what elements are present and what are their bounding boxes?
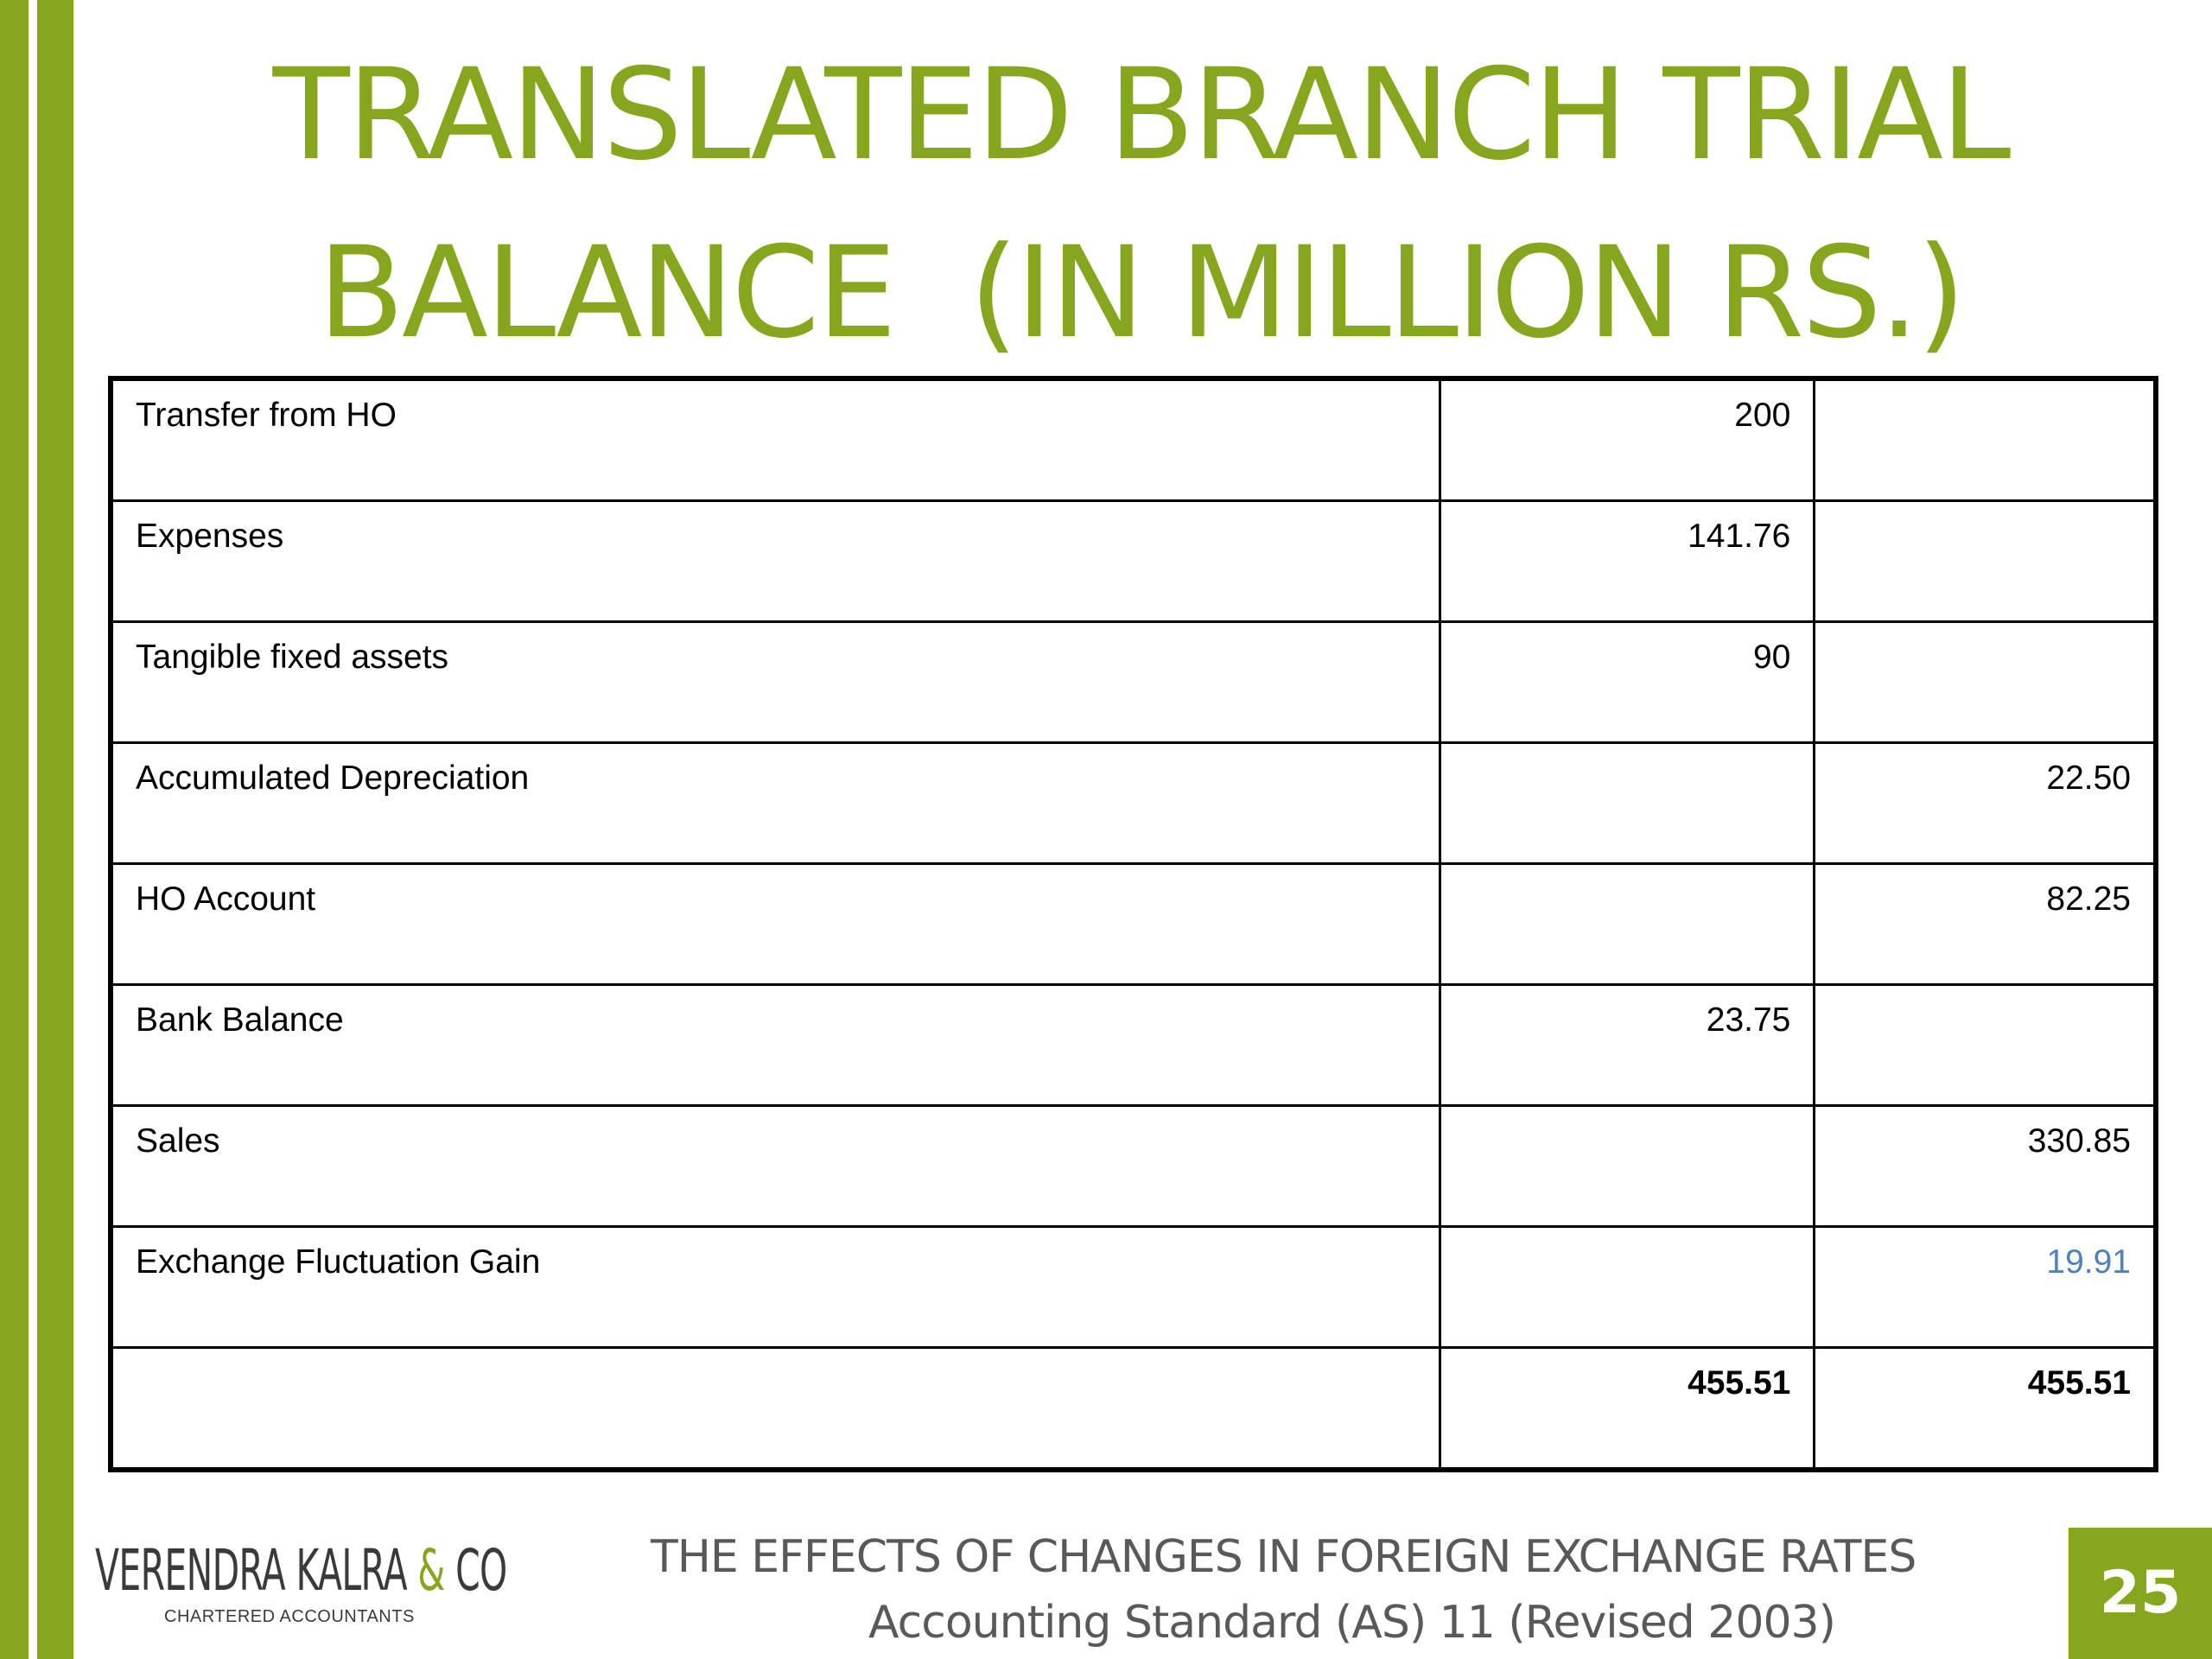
row-label: Bank Balance [109, 983, 1442, 1107]
row-label: Accumulated Depreciation [109, 741, 1442, 865]
slide-title: TRANSLATED BRANCH TRIAL BALANCE (IN MILL… [121, 26, 2160, 382]
logo-subtitle: CHARTERED ACCOUNTANTS [164, 1607, 415, 1626]
slide-title-line-1: TRANSLATED BRANCH TRIAL [272, 41, 2012, 188]
debit-cell [1439, 1104, 1816, 1228]
row-label: HO Account [109, 862, 1442, 986]
footer-line-1: THE EFFECTS OF CHANGES IN FOREIGN EXCHAN… [651, 1531, 1916, 1583]
table-row: Bank Balance 23.75 [109, 983, 2158, 1107]
row-label: Transfer from HO [109, 377, 1442, 502]
total-label [109, 1346, 1442, 1471]
row-label: Sales [109, 1104, 1442, 1228]
row-label: Exchange Fluctuation Gain [109, 1225, 1442, 1349]
debit-cell: 90 [1439, 620, 1816, 744]
footer-line-2: Accounting Standard (AS) 11 (Revised 200… [868, 1597, 1836, 1649]
row-label: Tangible fixed assets [109, 620, 1442, 744]
debit-total: 455.51 [1439, 1346, 1816, 1471]
left-accent-bar-outer [0, 0, 29, 1659]
credit-cell-highlighted: 19.91 [1813, 1225, 2158, 1349]
credit-cell [1813, 499, 2158, 623]
debit-cell: 200 [1439, 377, 1816, 502]
table-row: HO Account 82.25 [109, 862, 2158, 986]
debit-cell [1439, 741, 1816, 865]
trial-balance-table: Transfer from HO 200 Expenses 141.76 Tan… [108, 376, 2158, 1472]
table-total-row: 455.51 455.51 [109, 1346, 2158, 1471]
table-row: Sales 330.85 [109, 1104, 2158, 1228]
credit-cell [1813, 620, 2158, 744]
logo-name-part1: VERENDRA KALRA [95, 1537, 418, 1604]
left-accent-bar-inner [37, 0, 73, 1659]
credit-total: 455.51 [1813, 1346, 2158, 1471]
credit-cell: 330.85 [1813, 1104, 2158, 1228]
debit-cell: 23.75 [1439, 983, 1816, 1107]
slide-title-line-2: BALANCE (IN MILLION RS.) [317, 219, 1966, 366]
logo-ampersand: & [417, 1537, 445, 1604]
table-row: Expenses 141.76 [109, 499, 2158, 623]
credit-cell: 22.50 [1813, 741, 2158, 865]
credit-cell [1813, 377, 2158, 502]
table-row: Exchange Fluctuation Gain 19.91 [109, 1225, 2158, 1349]
credit-cell: 82.25 [1813, 862, 2158, 986]
credit-cell [1813, 983, 2158, 1107]
logo-wordmark: VERENDRA KALRA & CO [95, 1538, 507, 1604]
table-row: Accumulated Depreciation 22.50 [109, 741, 2158, 865]
debit-cell [1439, 862, 1816, 986]
debit-cell [1439, 1225, 1816, 1349]
row-label: Expenses [109, 499, 1442, 623]
debit-cell: 141.76 [1439, 499, 1816, 623]
company-logo: VERENDRA KALRA & CO CHARTERED ACCOUNTANT… [95, 1538, 507, 1627]
logo-name-part2: CO [444, 1537, 507, 1604]
table-row: Tangible fixed assets 90 [109, 620, 2158, 744]
table-row: Transfer from HO 200 [109, 377, 2158, 502]
page-number-badge: 25 [2069, 1528, 2212, 1659]
